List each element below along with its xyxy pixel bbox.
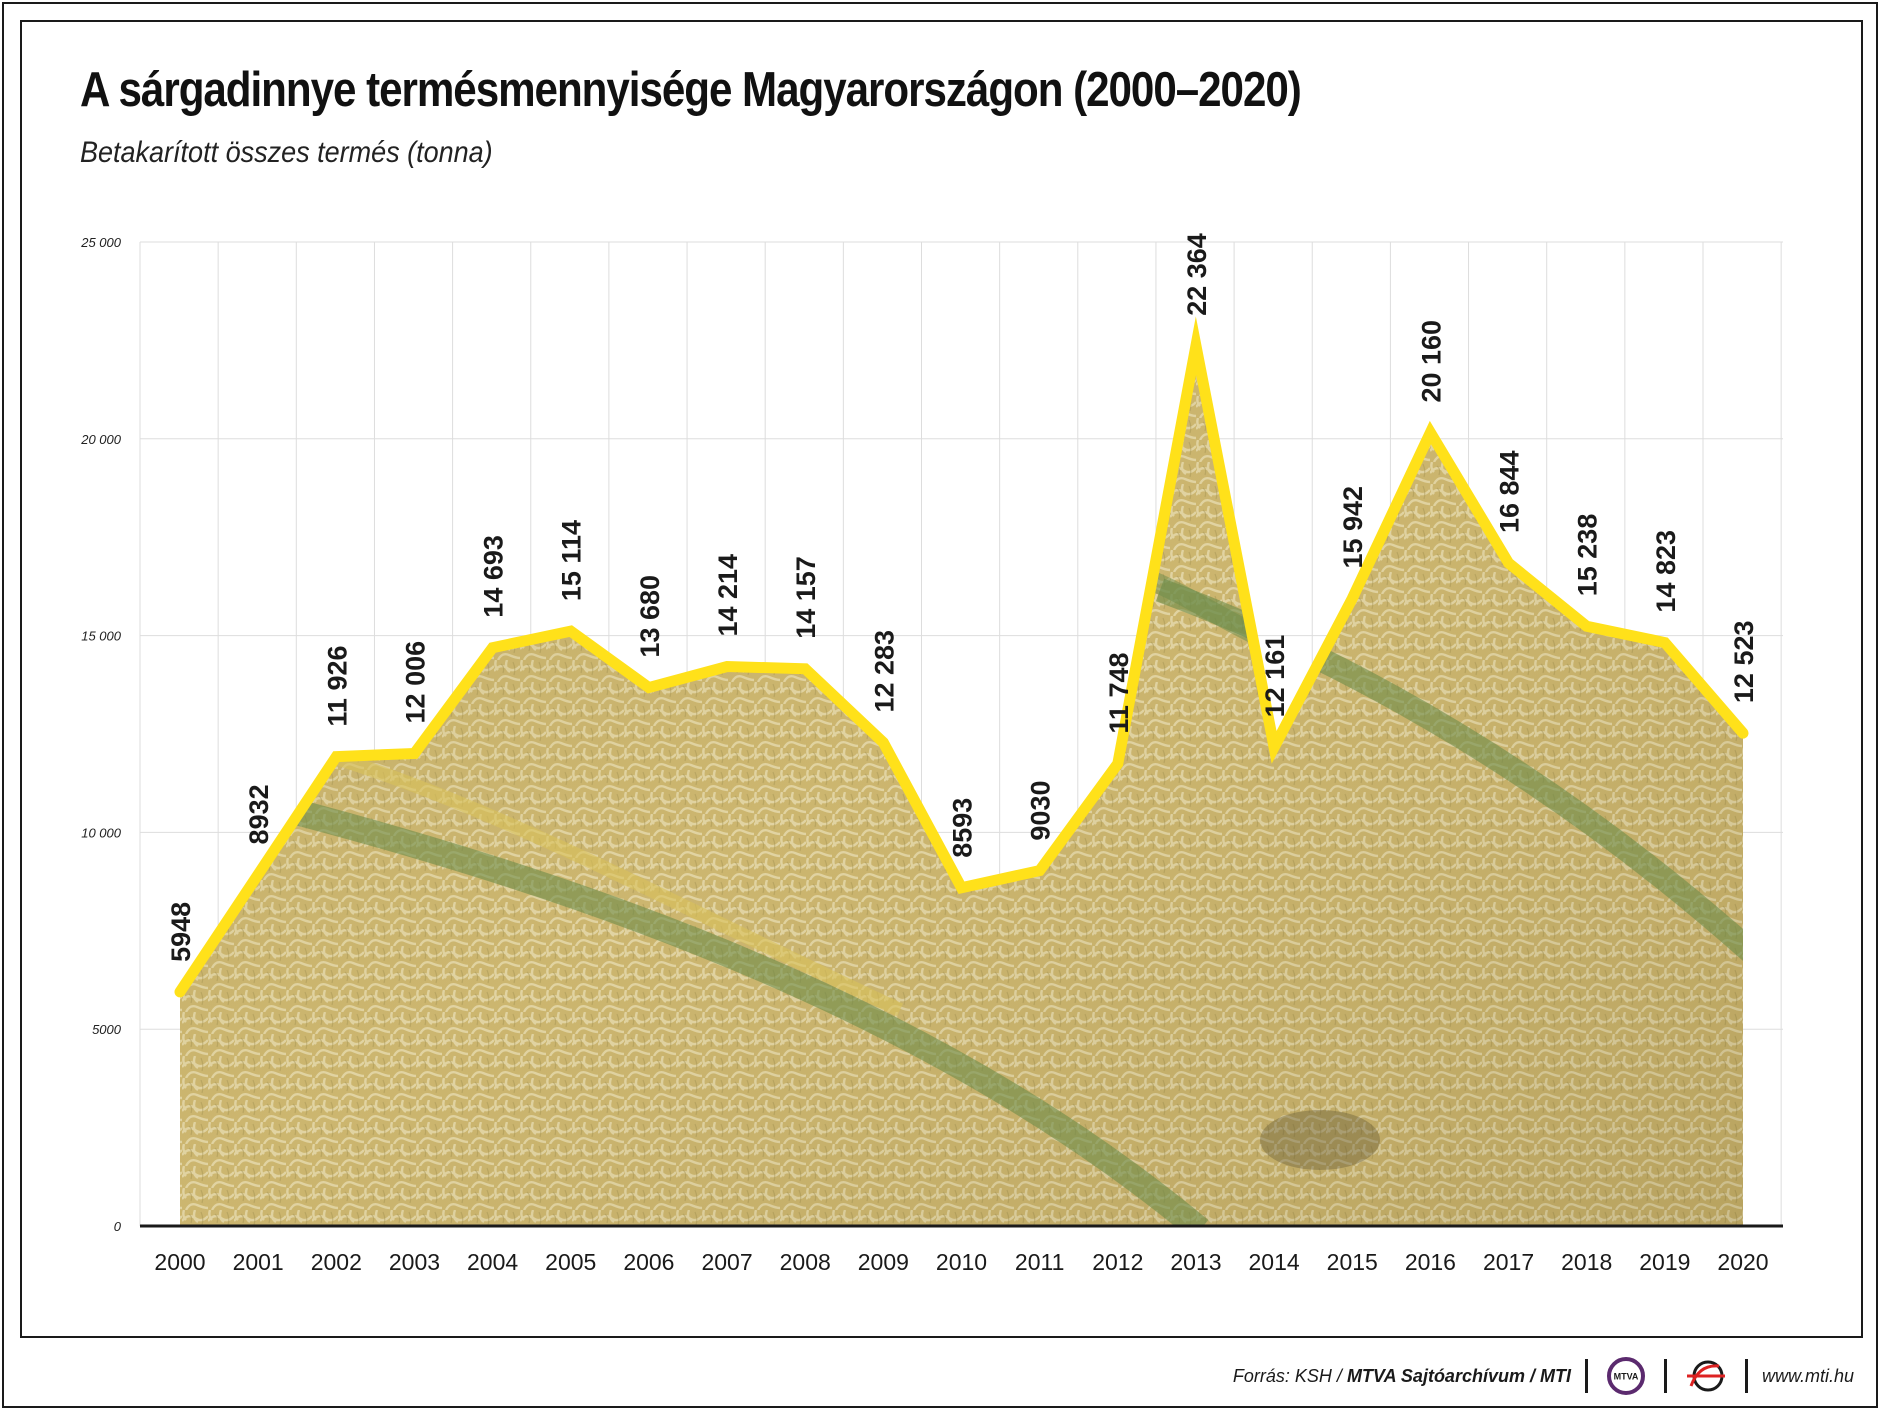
data-point — [803, 666, 808, 671]
data-label: 11 748 — [1104, 653, 1134, 734]
data-point — [568, 629, 573, 634]
footer-separator — [1663, 1359, 1667, 1393]
data-label: 11 926 — [322, 645, 352, 726]
data-label: 14 157 — [791, 556, 821, 639]
data-label: 14 693 — [479, 535, 509, 618]
data-point — [334, 754, 339, 759]
footer-separator — [1744, 1359, 1748, 1393]
x-tick-label: 2006 — [623, 1249, 674, 1275]
x-tick-label: 2010 — [936, 1249, 987, 1275]
x-tick-label: 2002 — [311, 1249, 362, 1275]
data-point — [256, 872, 261, 877]
x-tick-label: 2017 — [1483, 1249, 1534, 1275]
source-bold: MTVA Sajtóarchívum / MTI — [1346, 1365, 1571, 1386]
x-tick-label: 2019 — [1639, 1249, 1690, 1275]
data-point — [412, 751, 417, 756]
data-label: 15 238 — [1573, 514, 1603, 597]
data-point — [1350, 596, 1355, 601]
data-point — [646, 685, 651, 690]
x-tick-label: 2011 — [1015, 1249, 1064, 1275]
y-tick-label: 15 000 — [81, 629, 122, 644]
chart-title: A sárgadinnye termésmennyisége Magyarors… — [80, 63, 1302, 117]
data-label: 12 006 — [400, 641, 430, 724]
data-label: 22 364 — [1182, 233, 1212, 316]
x-tick-label: 2013 — [1170, 1249, 1221, 1275]
x-tick-label: 2004 — [467, 1249, 518, 1275]
x-tick-label: 2003 — [389, 1249, 440, 1275]
website-link: www.mti.hu — [1761, 1365, 1854, 1386]
y-axis-ticks: 0 5000 10 000 15 000 20 000 25 000 — [80, 235, 122, 1234]
data-point — [1193, 343, 1198, 348]
y-tick-label: 0 — [114, 1219, 122, 1234]
data-label: 12 523 — [1729, 621, 1759, 704]
x-tick-label: 2018 — [1561, 1249, 1612, 1275]
data-line — [174, 316, 1749, 998]
data-label: 16 844 — [1495, 450, 1525, 533]
data-label: 20 160 — [1416, 320, 1446, 403]
data-label: 12 283 — [869, 630, 899, 713]
x-tick-label: 2007 — [701, 1249, 752, 1275]
mtva-logo-text: MTVA — [1614, 1372, 1639, 1382]
y-tick-label: 10 000 — [81, 825, 122, 840]
y-tick-label: 5000 — [92, 1022, 122, 1037]
data-label: 14 214 — [713, 554, 743, 637]
mti-logo-icon — [1681, 1356, 1731, 1396]
y-tick-label: 20 000 — [80, 432, 122, 447]
melon-fill-area — [180, 345, 1743, 1227]
y-tick-label: 25 000 — [80, 235, 122, 250]
data-point — [1272, 745, 1277, 750]
data-point — [1506, 561, 1511, 566]
data-point — [725, 664, 730, 669]
data-point — [1584, 624, 1589, 629]
data-point — [490, 645, 495, 650]
x-tick-label: 2008 — [780, 1249, 831, 1275]
x-tick-label: 2000 — [154, 1249, 205, 1275]
data-point — [1741, 731, 1745, 736]
footer-separator — [1584, 1359, 1588, 1393]
data-label: 8593 — [948, 798, 978, 858]
data-label: 9030 — [1026, 781, 1056, 841]
x-tick-label: 2009 — [858, 1249, 909, 1275]
chart-subtitle: Betakarított összes termés (tonna) — [80, 136, 493, 169]
x-tick-label: 2020 — [1717, 1249, 1768, 1275]
data-label: 8932 — [244, 784, 274, 844]
x-tick-label: 2014 — [1249, 1249, 1300, 1275]
footer: Forrás: KSH / MTVA Sajtóarchívum / MTI M… — [1233, 1356, 1854, 1396]
data-label: 13 680 — [635, 575, 665, 658]
data-label: 12 161 — [1260, 635, 1290, 718]
data-point — [881, 740, 886, 745]
data-label: 15 114 — [557, 520, 587, 601]
data-point — [178, 989, 182, 994]
chart-frame — [20, 20, 1863, 1338]
x-tick-label: 2016 — [1405, 1249, 1456, 1275]
data-point — [959, 885, 964, 890]
x-tick-label: 2015 — [1327, 1249, 1378, 1275]
source-prefix: Forrás: KSH / — [1232, 1365, 1342, 1386]
data-point — [1428, 430, 1433, 435]
data-label: 15 942 — [1338, 486, 1368, 569]
data-label: 14 823 — [1651, 530, 1681, 613]
mtva-logo-icon: MTVA — [1602, 1356, 1650, 1396]
data-label: 5948 — [166, 902, 196, 962]
x-axis-ticks: 2000 2001 2002 2003 2004 2005 2006 2007 2008 2009… — [154, 1249, 1768, 1275]
data-point — [1037, 868, 1042, 873]
x-tick-label: 2001 — [233, 1249, 284, 1275]
source-credit: Forrás: KSH / MTVA Sajtóarchívum / MTI — [1233, 1366, 1571, 1387]
data-labels: 5948 8932 11 926 12 006 14 693 15 114 13 680 14… — [166, 233, 1759, 962]
x-tick-label: 2005 — [545, 1249, 596, 1275]
data-point — [1662, 640, 1667, 645]
x-tick-label: 2012 — [1092, 1249, 1143, 1275]
data-point — [1115, 761, 1120, 766]
